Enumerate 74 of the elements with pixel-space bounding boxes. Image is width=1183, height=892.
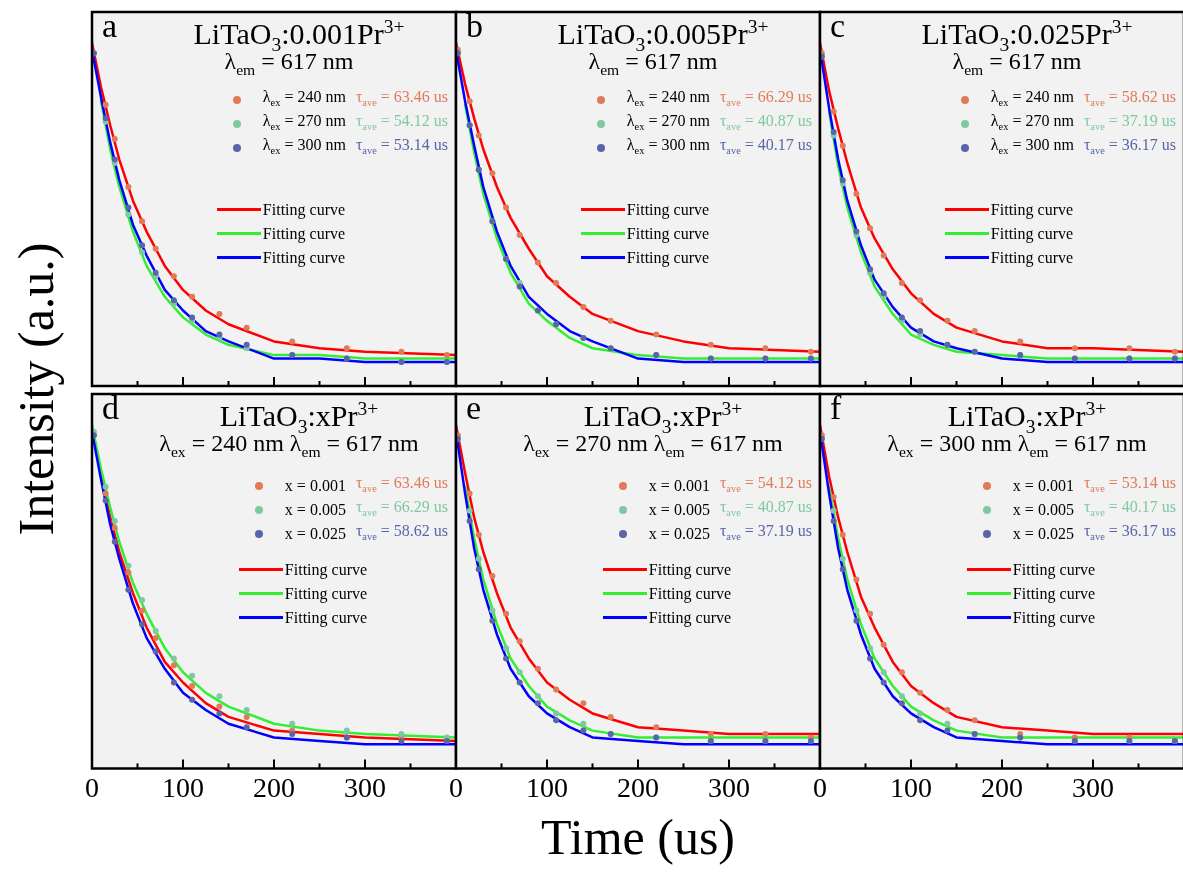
annotation: b — [466, 6, 483, 46]
annotation: τ$_{ave}$ = 37.19 us — [719, 520, 812, 545]
legend-label: Fitting curve — [990, 200, 1074, 221]
legend-label: Fitting curve — [1012, 608, 1096, 629]
legend-label: Fitting curve — [262, 200, 346, 221]
x-tick-label: 100 — [162, 771, 204, 803]
legend-label: x = 0.025 — [284, 524, 346, 544]
annotation: τ$_{ave}$ = 66.29 us — [355, 497, 448, 519]
annotation: τ$_{ave}$ = 36.17 us — [1083, 134, 1176, 159]
legend-label: Fitting curve — [626, 248, 710, 269]
x-tick-label: 300 — [1072, 771, 1114, 803]
legend-label: x = 0.001 — [648, 476, 710, 496]
legend-label: λ$_{ex}$ = 270 nm — [626, 111, 710, 133]
annotation: τ$_{ave}$ = 40.87 us — [719, 497, 812, 519]
x-tick-label: 0 — [813, 771, 827, 803]
annotation: τ$_{ave}$ = 40.17 us — [719, 134, 812, 159]
annotation: τ$_{ave}$ = 54.12 us — [355, 111, 448, 133]
legend-label: λ$_{ex}$ = 240 nm — [990, 87, 1074, 109]
annotation: τ$_{ave}$ = 36.17 us — [1083, 520, 1176, 545]
legend-label: Fitting curve — [262, 248, 346, 269]
legend-label: λ$_{ex}$ = 240 nm — [262, 87, 346, 109]
x-tick-label: 300 — [344, 771, 386, 803]
annotation: τ$_{ave}$ = 40.17 us — [1083, 497, 1176, 519]
legend-label: Fitting curve — [990, 248, 1074, 269]
annotation: τ$_{ave}$ = 53.14 us — [355, 134, 448, 159]
legend-label: Fitting curve — [1012, 560, 1096, 581]
legend-label: λ$_{ex}$ = 300 nm — [262, 134, 346, 159]
y-axis-title: Intensity (a.u.) — [7, 242, 65, 536]
legend-label: Fitting curve — [648, 584, 732, 605]
annotation: τ$_{ave}$ = 63.46 us — [355, 473, 448, 495]
legend-label: Fitting curve — [284, 608, 368, 629]
legend-label: Fitting curve — [1012, 584, 1096, 605]
legend-label: x = 0.005 — [284, 500, 346, 520]
legend-label: Fitting curve — [284, 560, 368, 581]
legend-label: λ$_{ex}$ = 270 nm — [990, 111, 1074, 133]
legend-label: λ$_{ex}$ = 240 nm — [626, 87, 710, 109]
annotation: τ$_{ave}$ = 53.14 us — [1083, 473, 1176, 495]
legend-label: λ$_{ex}$ = 300 nm — [990, 134, 1074, 159]
legend-label: x = 0.001 — [1012, 476, 1074, 496]
x-tick-label: 300 — [708, 771, 750, 803]
annotation: c — [830, 6, 846, 46]
legend-label: x = 0.025 — [1012, 524, 1074, 544]
legend-label: Fitting curve — [626, 200, 710, 221]
annotation: τ$_{ave}$ = 54.12 us — [719, 473, 812, 495]
legend-label: x = 0.001 — [284, 476, 346, 496]
legend-label: Fitting curve — [626, 224, 710, 245]
x-tick-label: 100 — [526, 771, 568, 803]
annotation: τ$_{ave}$ = 40.87 us — [719, 111, 812, 133]
x-tick-label: 0 — [85, 771, 99, 803]
x-tick-label: 200 — [253, 771, 295, 803]
annotation: τ$_{ave}$ = 58.62 us — [355, 520, 448, 545]
legend-label: λ$_{ex}$ = 300 nm — [626, 134, 710, 159]
legend-label: x = 0.025 — [648, 524, 710, 544]
annotation: f — [830, 388, 842, 428]
legend-label: Fitting curve — [648, 608, 732, 629]
legend-label: x = 0.005 — [1012, 500, 1074, 520]
annotation: e — [466, 388, 482, 428]
legend-label: Fitting curve — [990, 224, 1074, 245]
annotation: τ$_{ave}$ = 63.46 us — [355, 87, 448, 109]
legend-label: Fitting curve — [284, 584, 368, 605]
legend-label: x = 0.005 — [648, 500, 710, 520]
x-tick-label: 200 — [981, 771, 1023, 803]
annotation: τ$_{ave}$ = 37.19 us — [1083, 111, 1176, 133]
annotation: d — [102, 388, 119, 428]
x-tick-label: 200 — [617, 771, 659, 803]
annotation: a — [102, 6, 118, 46]
legend-label: Fitting curve — [648, 560, 732, 581]
annotation: τ$_{ave}$ = 66.29 us — [719, 87, 812, 109]
x-axis-title: Time (us) — [541, 808, 736, 866]
legend-label: λ$_{ex}$ = 270 nm — [262, 111, 346, 133]
annotation: τ$_{ave}$ = 58.62 us — [1083, 87, 1176, 109]
x-tick-label: 100 — [890, 771, 932, 803]
x-tick-label: 0 — [449, 771, 463, 803]
legend-label: Fitting curve — [262, 224, 346, 245]
